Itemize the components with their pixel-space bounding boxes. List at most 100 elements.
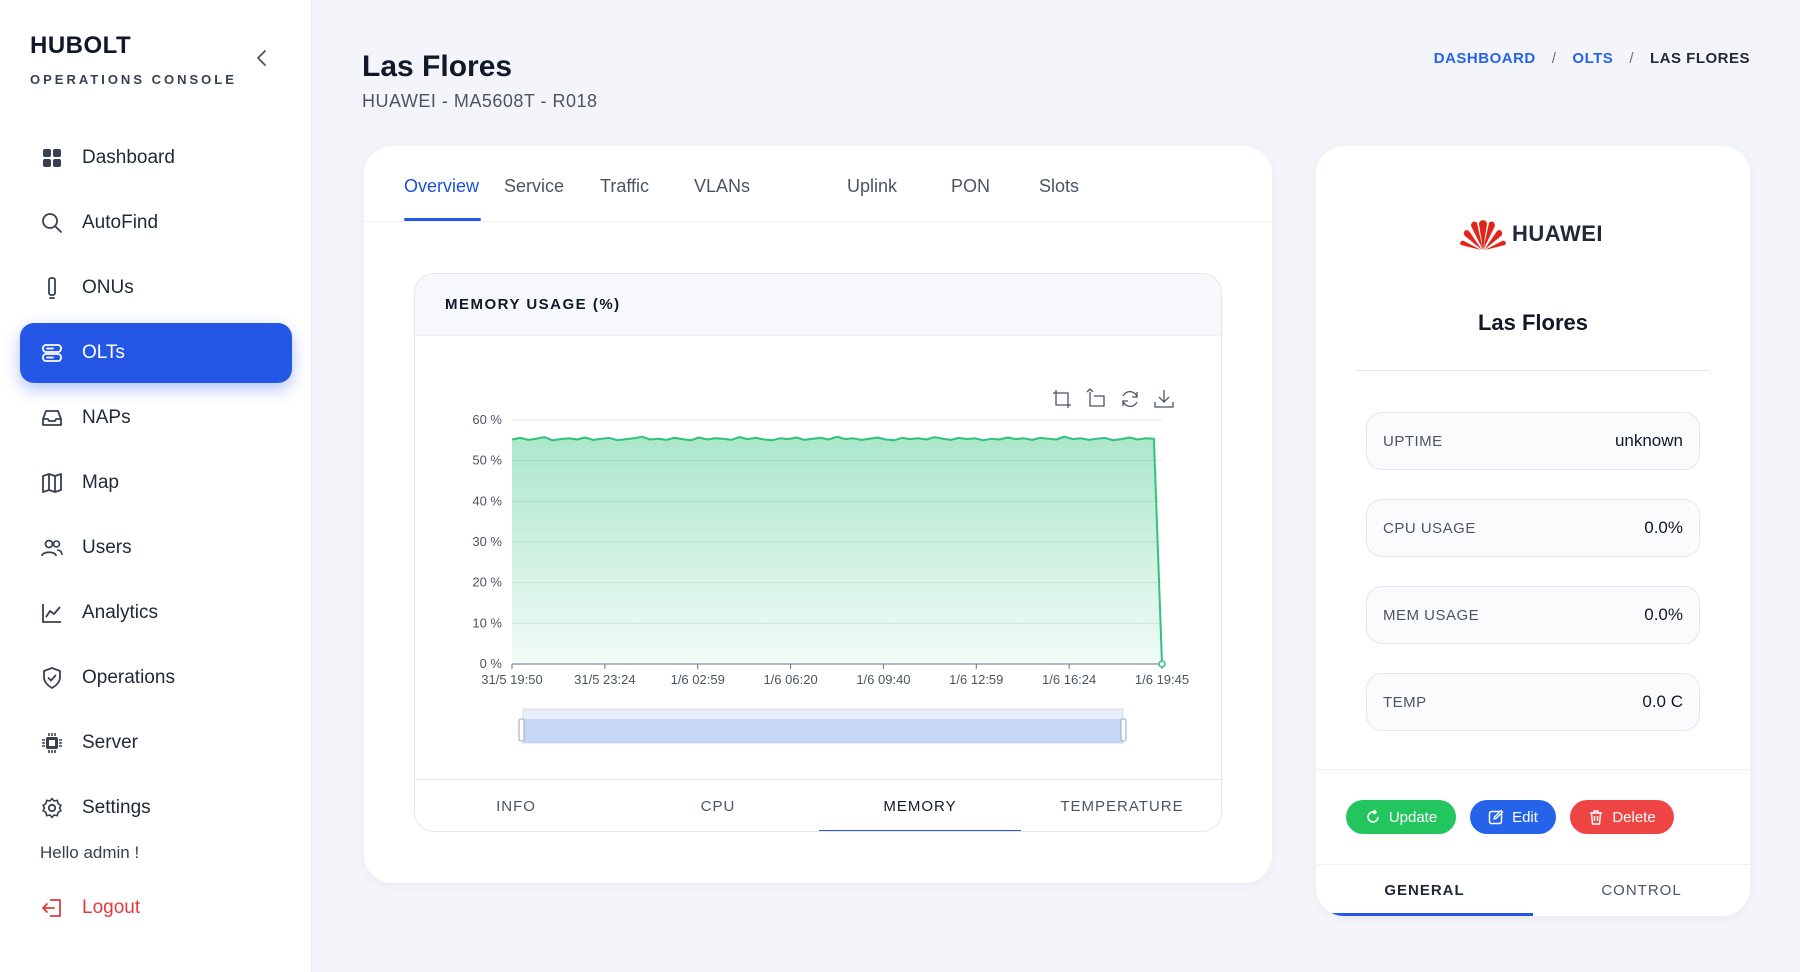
memory-usage-chart: 0 % 10 % 20 % 30 % 40 % 50 % 60 % 31/5 19:50 31/… (472, 412, 1189, 744)
chart-toolbox (1051, 388, 1175, 410)
x-tick-label: 1/6 06:20 (763, 672, 817, 687)
device-tab-bar: GENERAL CONTROL (1316, 864, 1750, 916)
grid-icon (40, 146, 64, 170)
sidebar-item-label: Analytics (82, 602, 159, 623)
sidebar-item-naps[interactable]: NAPs (20, 388, 292, 448)
tab-traffic[interactable]: Traffic (600, 176, 650, 196)
sidebar-item-label: OLTs (82, 342, 125, 363)
x-tick-label: 1/6 02:59 (671, 672, 725, 687)
stat-value: unknown (1614, 431, 1683, 450)
zoom-reset-icon[interactable] (1085, 388, 1107, 410)
breadcrumb-olts[interactable]: OLTS (1572, 50, 1614, 67)
x-tick-label: 1/6 19:45 (1135, 672, 1189, 687)
tab-control[interactable]: CONTROL (1601, 882, 1682, 899)
sidebar-item-label: Operations (82, 667, 175, 688)
zoom-icon[interactable] (1051, 388, 1073, 410)
logout-label: Logout (82, 897, 141, 918)
inbox-icon (40, 406, 64, 430)
sidebar-item-label: Map (82, 472, 119, 493)
tab-service[interactable]: Service (504, 176, 565, 196)
chart-tab-temperature[interactable]: TEMPERATURE (1060, 798, 1184, 815)
sidebar-item-label: ONUs (82, 277, 134, 298)
map-icon (40, 471, 64, 495)
tab-slots[interactable]: Slots (1039, 176, 1080, 196)
stat-label: MEM USAGE (1383, 606, 1480, 624)
tab-general[interactable]: GENERAL (1316, 865, 1533, 916)
download-icon[interactable] (1153, 388, 1175, 410)
chart-tab-memory[interactable]: MEMORY (819, 780, 1021, 831)
datazoom-handle-right (1120, 718, 1127, 742)
x-tick-label: 1/6 12:59 (949, 672, 1003, 687)
sidebar-item-map[interactable]: Map (20, 453, 292, 513)
stat-temp: TEMP 0.0 C (1366, 673, 1700, 731)
update-button[interactable]: Update (1346, 800, 1456, 834)
sidebar-item-settings[interactable]: Settings (20, 778, 292, 838)
refresh-icon (1367, 809, 1379, 823)
sidebar-item-server[interactable]: Server (20, 713, 292, 773)
refresh-icon[interactable] (1119, 388, 1141, 410)
tab-vlans[interactable]: VLANs (694, 176, 751, 196)
y-tick-label: 10 % (472, 615, 502, 630)
brand-name: HUAWEI (1512, 221, 1603, 246)
stat-cpu-usage: CPU USAGE 0.0% (1366, 499, 1700, 557)
sidebar-item-analytics[interactable]: Analytics (20, 583, 292, 643)
sidebar-item-label: NAPs (82, 407, 131, 428)
edit-label: Edit (1512, 808, 1538, 826)
stat-value: 0.0% (1644, 605, 1683, 624)
search-icon (40, 211, 64, 235)
logout-icon (42, 899, 61, 917)
sidebar-item-onus[interactable]: ONUs (20, 258, 292, 318)
device-name: Las Flores (1477, 310, 1589, 335)
device-icon (40, 276, 64, 300)
device-card: HUAWEI Las Flores UPTIME unknown CPU USA… (1316, 146, 1750, 916)
datazoom-handle-left (518, 718, 525, 742)
tab-pon[interactable]: PON (951, 176, 991, 196)
server-stack-icon (40, 341, 64, 365)
page-subtitle: HUAWEI - MA5608T - R018 (362, 91, 598, 111)
shield-icon (40, 666, 64, 690)
sidebar-item-dashboard[interactable]: Dashboard (20, 128, 292, 188)
breadcrumb-dashboard[interactable]: DASHBOARD (1433, 50, 1536, 67)
sidebar-item-label: AutoFind (82, 212, 159, 233)
chart-tab-bar: INFO CPU MEMORY TEMPERATURE (415, 779, 1221, 831)
tab-overview[interactable]: Overview (404, 176, 480, 196)
chart-line-icon (40, 601, 64, 625)
x-tick-label: 31/5 19:50 (481, 672, 542, 687)
stat-label: CPU USAGE (1383, 519, 1476, 537)
delete-label: Delete (1612, 808, 1656, 826)
huawei-logo: HUAWEI (1460, 216, 1603, 252)
chevron-left-icon (257, 50, 266, 66)
stat-value: 0.0 C (1642, 692, 1683, 711)
collapse-sidebar-button[interactable] (248, 44, 276, 72)
memory-chart-card: MEMORY USAGE (%) 0 % 10 % 20 % 30 % 40 % 50 %… (414, 273, 1222, 832)
memory-line (511, 435, 1163, 665)
y-tick-label: 0 % (480, 656, 503, 671)
tab-uplink[interactable]: Uplink (847, 176, 898, 196)
sidebar-nav: Dashboard AutoFind ONUs OLTs NAPs (20, 128, 292, 843)
data-point (1158, 660, 1166, 668)
logout-button[interactable]: Logout (40, 896, 140, 920)
chart-tab-info[interactable]: INFO (496, 798, 536, 815)
sidebar-item-autofind[interactable]: AutoFind (20, 193, 292, 253)
stat-mem-usage: MEM USAGE 0.0% (1366, 586, 1700, 644)
sidebar-item-label: Settings (82, 797, 151, 818)
trash-icon (1590, 810, 1603, 825)
chart-tab-cpu[interactable]: CPU (700, 798, 736, 815)
sidebar-item-users[interactable]: Users (20, 518, 292, 578)
sidebar: HUBOLT OPERATIONS CONSOLE Dashboard Auto… (0, 0, 312, 972)
breadcrumb-separator: / (1551, 50, 1557, 67)
sidebar-item-label: Users (82, 537, 132, 558)
chip-icon (40, 731, 64, 755)
y-tick-label: 30 % (472, 534, 502, 549)
sidebar-item-olts[interactable]: OLTs (20, 323, 292, 383)
divider (1316, 769, 1750, 770)
tab-bar: Overview Service Traffic VLANs Uplink PO… (364, 146, 1272, 222)
memory-area (512, 436, 1162, 664)
edit-button[interactable]: Edit (1470, 800, 1556, 834)
sidebar-item-operations[interactable]: Operations (20, 648, 292, 708)
greeting: Hello admin ! (40, 843, 140, 862)
y-tick-label: 60 % (472, 412, 502, 427)
delete-button[interactable]: Delete (1570, 800, 1674, 834)
sidebar-item-label: Dashboard (82, 147, 175, 168)
brand: HUBOLT OPERATIONS CONSOLE (30, 32, 237, 87)
